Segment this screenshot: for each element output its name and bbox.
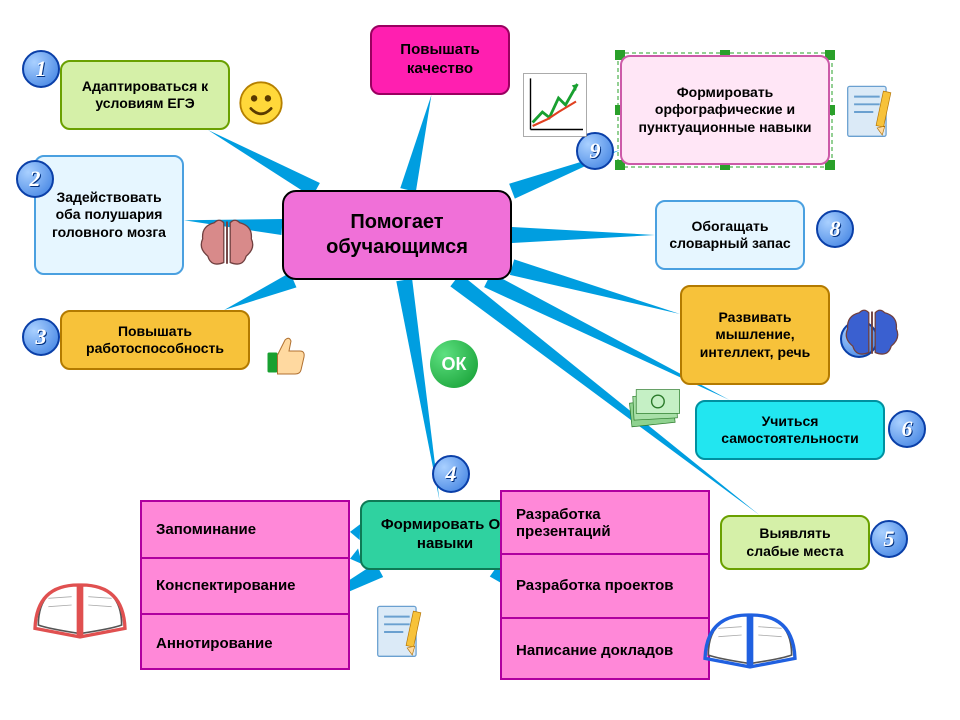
list-item: Запоминание <box>142 502 348 559</box>
node-n3: Повышать работоспособность <box>60 310 250 370</box>
diagram-stage: { "canvas":{"w":960,"h":720,"bg":"#fffff… <box>0 0 960 720</box>
node-label: Развивать мышление, интеллект, речь <box>692 309 818 362</box>
money-icon <box>618 370 688 440</box>
node-label: Повышать качество <box>382 41 498 79</box>
node-n8: Обогащать словарный запас <box>655 200 805 270</box>
number-badge: 8 <box>816 210 854 248</box>
openbook-icon <box>30 560 130 660</box>
listbox-list_right: Разработка презентацийРазработка проекто… <box>500 490 710 680</box>
node-n5: Выявлять слабые места <box>720 515 870 570</box>
node-label: Задействовать оба полушария головного мо… <box>46 189 172 242</box>
openbook-icon <box>700 590 800 690</box>
number-badge: 3 <box>22 318 60 356</box>
node-ntop: Повышать качество <box>370 25 510 95</box>
node-n6: Учиться самостоятельности <box>695 400 885 460</box>
node-label: Обогащать словарный запас <box>667 218 793 253</box>
center-node: Помогает обучающимся <box>282 190 512 280</box>
node-label: Формировать ОУ навыки <box>372 516 518 554</box>
number-badge: 6 <box>888 410 926 448</box>
node-n2: Задействовать оба полушария головного мо… <box>34 155 184 275</box>
node-n9: Формировать орфографические и пунктуацио… <box>620 55 830 165</box>
thumbsup-icon <box>260 330 310 380</box>
ok-badge: ОК <box>430 340 478 388</box>
number-badge: 1 <box>22 50 60 88</box>
node-label: Адаптироваться к условиям ЕГЭ <box>72 78 218 113</box>
list-item: Разработка проектов <box>502 555 708 618</box>
smiley-icon <box>238 80 284 126</box>
listbox-list_left: ЗапоминаниеКонспектированиеАннотирование <box>140 500 350 670</box>
node-label: Помогает обучающимся <box>294 210 500 260</box>
brain-icon <box>840 300 904 364</box>
node-label: Повышать работоспособность <box>72 323 238 358</box>
list-item: Написание докладов <box>502 619 708 682</box>
brain-icon <box>195 210 259 274</box>
number-badge: 2 <box>16 160 54 198</box>
notepencil-icon <box>840 80 904 144</box>
number-badge: 4 <box>432 455 470 493</box>
node-label: Учиться самостоятельности <box>707 413 873 448</box>
list-item: Конспектирование <box>142 559 348 616</box>
node-n7: Развивать мышление, интеллект, речь <box>680 285 830 385</box>
chartup-icon <box>520 70 590 140</box>
list-item: Аннотирование <box>142 615 348 672</box>
node-label: Выявлять слабые места <box>732 525 858 560</box>
notepencil-icon <box>370 600 434 664</box>
node-n1: Адаптироваться к условиям ЕГЭ <box>60 60 230 130</box>
number-badge: 5 <box>870 520 908 558</box>
list-item: Разработка презентаций <box>502 492 708 555</box>
node-label: Формировать орфографические и пунктуацио… <box>632 84 818 137</box>
